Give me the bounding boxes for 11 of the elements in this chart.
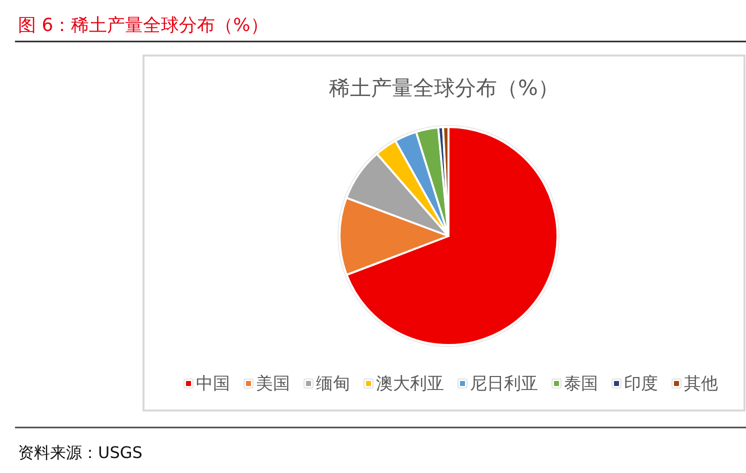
legend-label: 中国 — [196, 374, 230, 394]
legend-label: 美国 — [256, 374, 290, 394]
legend-label: 泰国 — [564, 374, 598, 394]
legend-label: 澳大利亚 — [376, 374, 444, 394]
text: 资料来源：USGS — [18, 443, 142, 462]
legend-label: 印度 — [624, 374, 658, 394]
legend-label: 尼日利亚 — [470, 374, 538, 394]
legend-label: 其他 — [684, 374, 718, 394]
legend-label: 缅甸 — [316, 374, 350, 394]
chart-title: 图 6：稀土产量全球分布（%） — [18, 15, 268, 36]
chart-subtitle: 稀土产量全球分布（%） — [329, 76, 559, 100]
